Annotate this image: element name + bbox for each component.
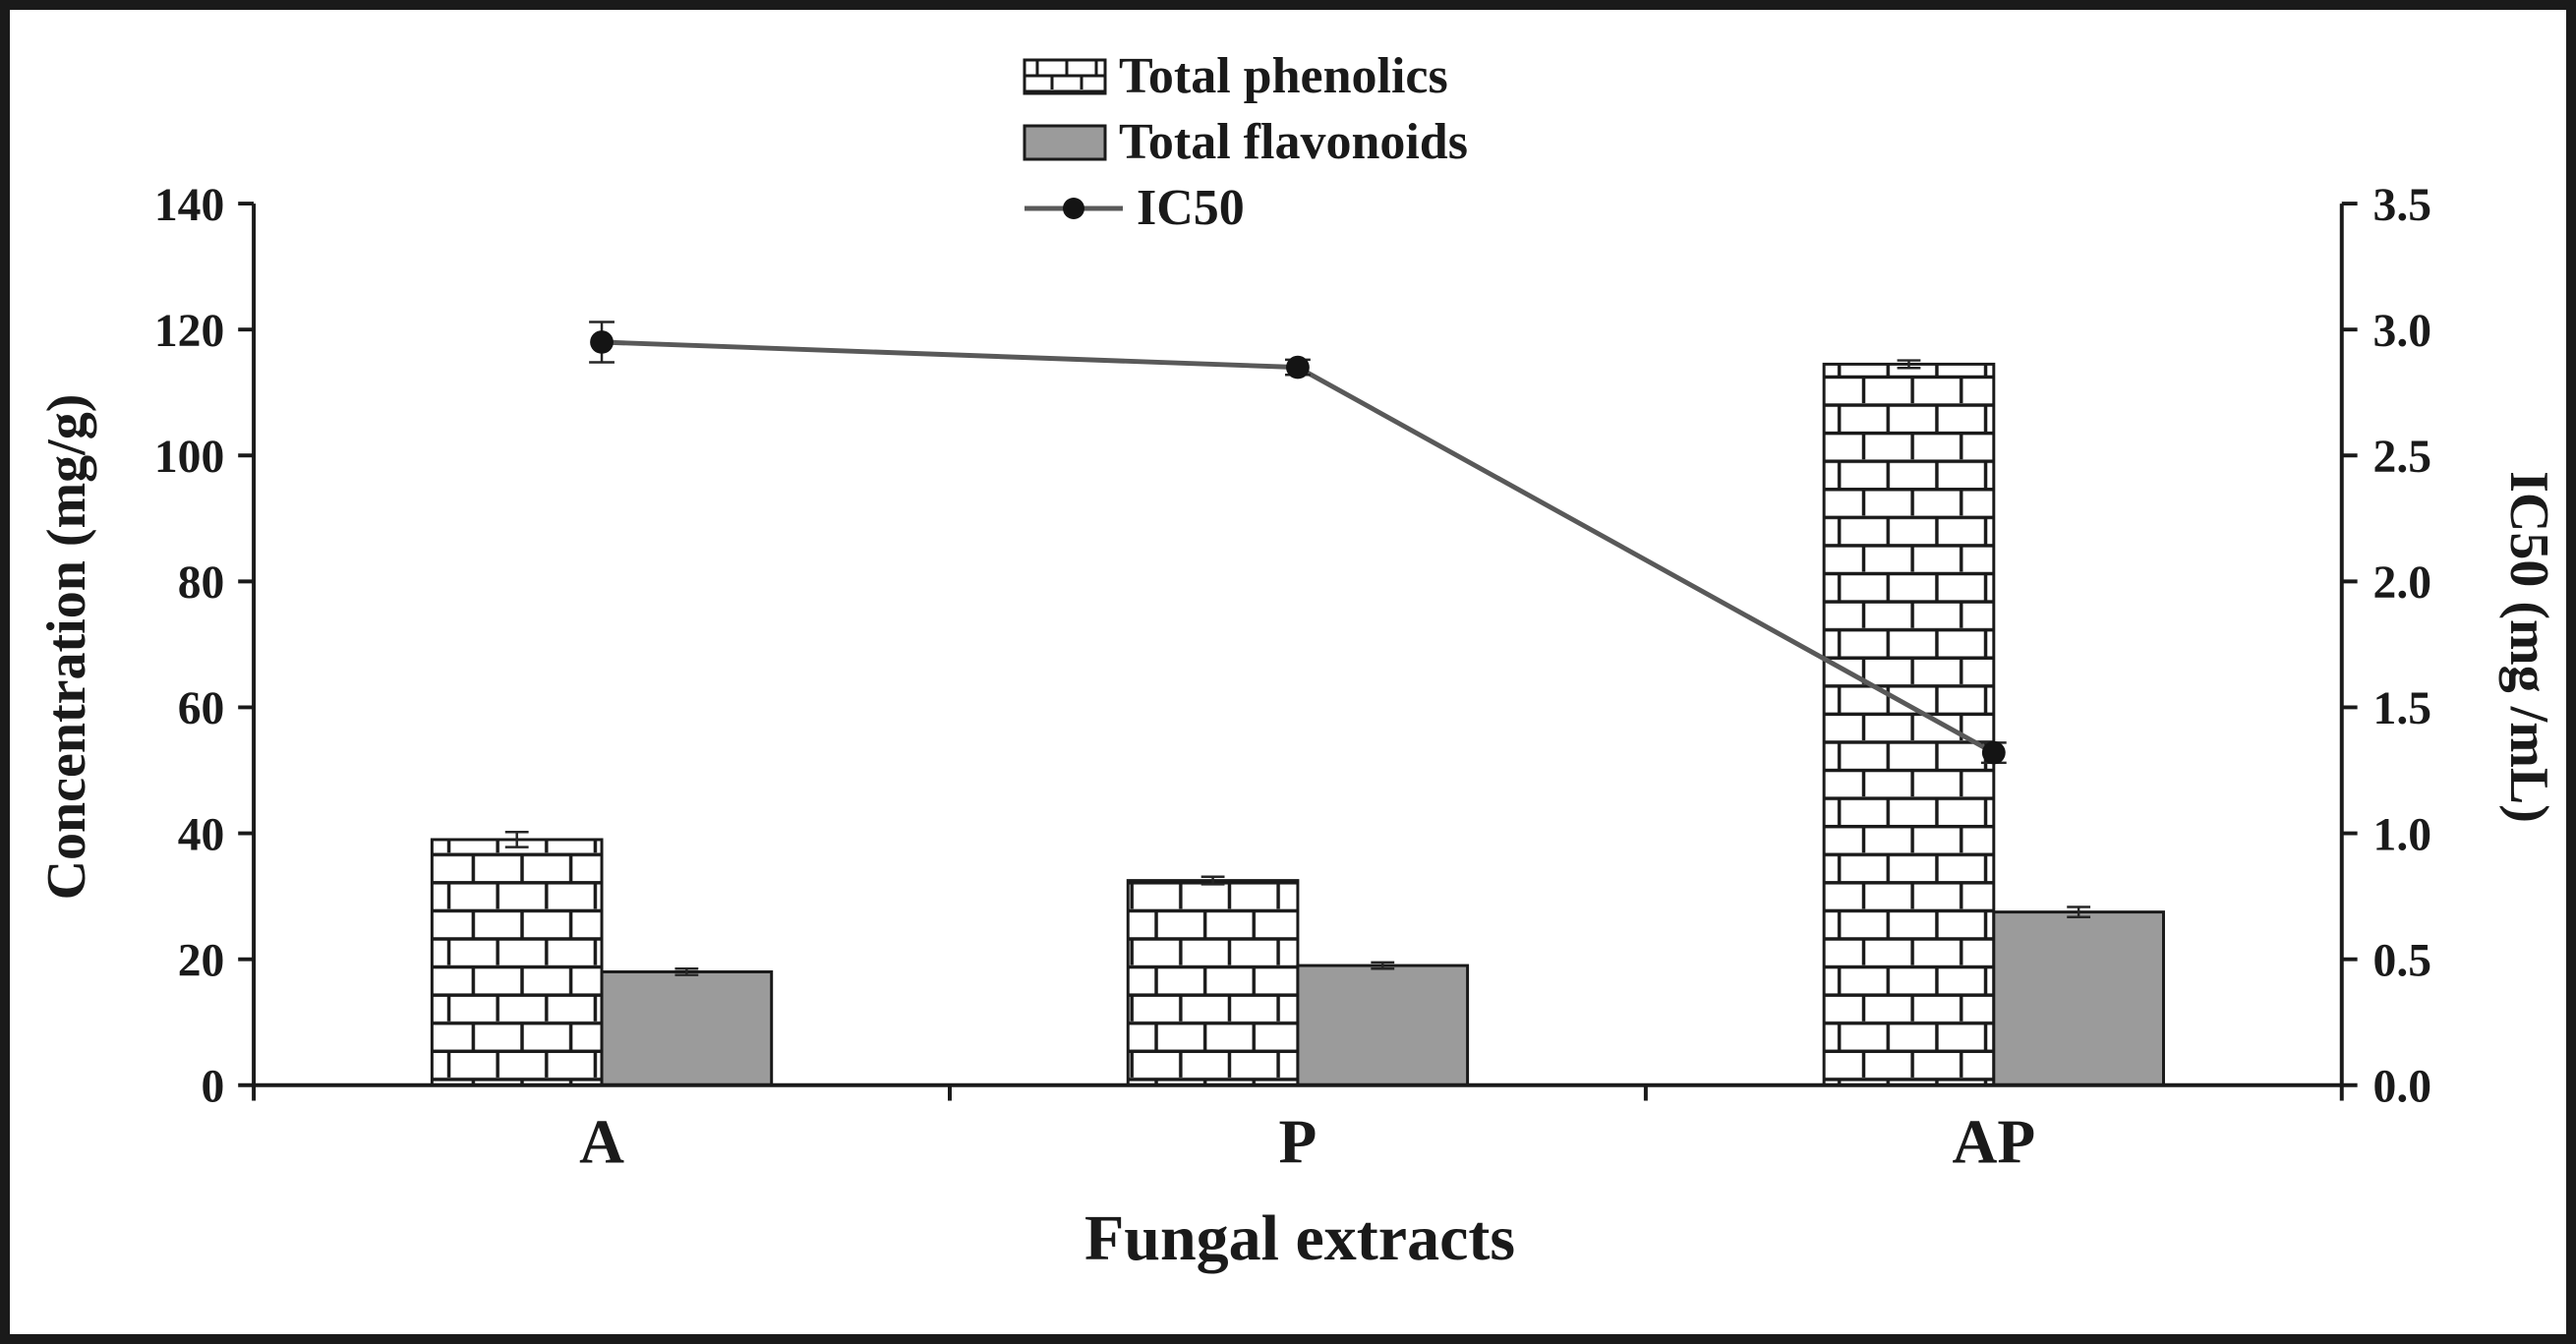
legend-item-ic50: IC50 (1023, 179, 1468, 237)
svg-text:3.5: 3.5 (2373, 180, 2432, 231)
legend-item-total-phenolics: Total phenolics (1023, 47, 1468, 105)
svg-text:1.5: 1.5 (2373, 683, 2432, 734)
svg-text:3.0: 3.0 (2373, 306, 2432, 357)
brick-swatch-icon (1023, 58, 1107, 94)
right-axis-title: IC50 (mg /mL) (2498, 471, 2559, 823)
svg-text:0.5: 0.5 (2373, 936, 2432, 987)
legend: Total phenolics Total flavonoids IC50 (1023, 47, 1468, 237)
svg-text:20: 20 (178, 936, 225, 987)
svg-text:0: 0 (202, 1062, 225, 1113)
svg-text:100: 100 (154, 432, 224, 483)
svg-text:P: P (1279, 1108, 1317, 1177)
svg-text:40: 40 (178, 809, 225, 860)
line-marker-swatch-icon (1025, 197, 1123, 219)
svg-text:120: 120 (154, 306, 224, 357)
svg-text:2.0: 2.0 (2373, 557, 2432, 609)
legend-label-ic50: IC50 (1137, 180, 1245, 236)
legend-item-total-flavonoids: Total flavonoids (1023, 113, 1468, 171)
gray-swatch-icon (1023, 124, 1107, 160)
chart-canvas: 0 20 40 60 80 100 120 140 0.0 0.5 1.0 1.5 2.0 2.5 3.0 3… (154, 180, 2432, 1177)
legend-label-total-phenolics: Total phenolics (1119, 48, 1448, 104)
svg-text:0.0: 0.0 (2373, 1062, 2432, 1113)
svg-text:A: A (579, 1108, 624, 1177)
svg-text:1.0: 1.0 (2373, 809, 2432, 860)
left-axis-title: Concentration (mg/g) (36, 393, 97, 901)
x-axis-title: Fungal extracts (1083, 1202, 1516, 1274)
legend-label-total-flavonoids: Total flavonoids (1119, 114, 1468, 170)
svg-text:140: 140 (154, 180, 224, 231)
svg-text:2.5: 2.5 (2373, 432, 2432, 483)
svg-text:AP: AP (1952, 1108, 2035, 1177)
svg-text:60: 60 (178, 683, 225, 734)
svg-text:80: 80 (178, 557, 225, 609)
